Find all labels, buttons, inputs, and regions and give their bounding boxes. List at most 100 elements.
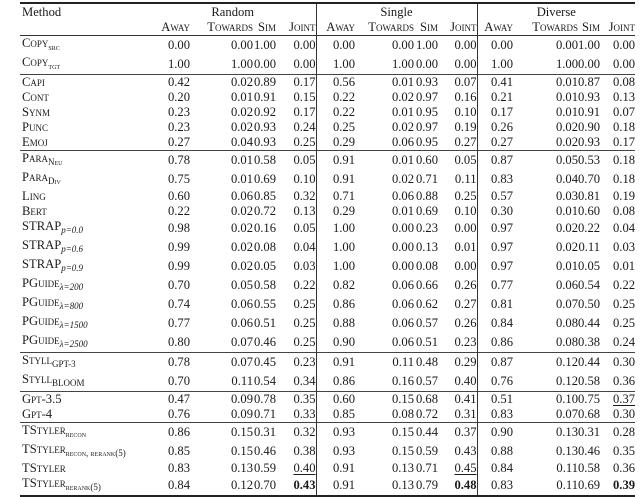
value-cell: 1.00 (555, 57, 578, 71)
table-cell: 0.50 (578, 295, 600, 314)
value-cell: 0.01 (555, 90, 578, 104)
value-cell: 0.86 (332, 297, 355, 311)
value-cell: 0.51 (490, 392, 513, 406)
table-cell: 0.13 (276, 204, 317, 219)
value-cell: 0.95 (415, 105, 438, 119)
value-cell: 0.06 (391, 297, 414, 311)
table-row: Copysrc 0.00 0.00 1.00 0.00 0.00 0.00 1.00 0.00 0… (20, 35, 635, 56)
value-cell: 0.40 (454, 374, 477, 388)
table-cell: 1.00 (150, 55, 190, 75)
value-cell: 0.00 (253, 57, 276, 71)
method-base: Punc (22, 120, 49, 134)
value-cell: 0.00 (415, 57, 438, 71)
value-cell: 0.01 (555, 105, 578, 119)
table-cell: 0.36 (600, 372, 635, 392)
value-cell: 0.70 (253, 478, 276, 492)
value-cell: 0.60 (167, 189, 190, 203)
table-row: Cont 0.20 0.01 0.91 0.15 0.22 0.02 0.97 0.16 0.21… (20, 90, 635, 105)
table-cell: 1.00 (253, 36, 276, 56)
value-cell: 0.03 (555, 189, 578, 203)
method-header-spacer (20, 20, 150, 36)
table-cell: 1.00 (513, 55, 578, 75)
value-cell: 0.48 (454, 478, 477, 492)
value-cell: 0.00 (490, 38, 513, 52)
value-cell: 0.84 (490, 316, 513, 330)
group-header-diverse: Diverse (477, 2, 636, 20)
value-cell: 0.35 (293, 392, 316, 406)
value-cell: 0.08 (415, 259, 438, 273)
table-cell: 0.12 (190, 476, 253, 497)
table-cell: 0.83 (477, 407, 513, 423)
table-cell: 0.25 (276, 314, 317, 333)
table-cell: 0.02 (190, 219, 253, 238)
table-cell: 0.00 (355, 257, 414, 276)
value-cell: 0.41 (490, 75, 513, 89)
value-cell: 1.00 (391, 57, 414, 71)
table-cell: 0.83 (477, 170, 513, 189)
value-cell: 0.07 (555, 407, 578, 421)
value-cell: 0.13 (293, 204, 316, 218)
method-name: STRAPp=0.6 (20, 238, 150, 257)
value-cell: 0.91 (332, 172, 355, 186)
value-cell: 0.05 (555, 153, 578, 167)
table-cell: 0.41 (438, 391, 478, 407)
table-row: Gpt-4 0.76 0.09 0.71 0.33 0.85 0.08 0.72 0.31 0.8… (20, 407, 635, 423)
method-base: Para (22, 151, 49, 165)
table-cell: 0.19 (438, 120, 478, 135)
method-base: PGuide (22, 295, 60, 309)
value-cell: 0.59 (415, 444, 438, 458)
table-cell: 0.70 (253, 476, 276, 497)
table-cell: 0.78 (253, 391, 276, 407)
table-cell: 0.06 (190, 189, 253, 204)
value-cell: 0.27 (167, 135, 190, 149)
method-subscript: src (48, 42, 60, 52)
group-header-random: Random (150, 2, 317, 20)
value-cell: 1.00 (415, 38, 438, 52)
table-cell: 0.03 (513, 189, 578, 204)
value-cell: 0.06 (391, 316, 414, 330)
table-cell: 0.45 (438, 461, 478, 476)
method-name: StyllBLOOM (20, 372, 150, 392)
value-cell: 0.01 (230, 172, 253, 186)
value-cell: 0.00 (391, 240, 414, 254)
table-cell: 0.01 (513, 74, 578, 90)
method-name: STRAPp=0.0 (20, 219, 150, 238)
table-cell: 0.27 (150, 135, 190, 151)
method-name: PGuideλ=2500 (20, 333, 150, 353)
table-cell: 0.08 (355, 407, 414, 423)
table-cell: 0.37 (438, 422, 478, 442)
table-cell: 0.31 (253, 422, 276, 442)
table-cell: 1.00 (316, 257, 355, 276)
metric-header-single-towards: Towards (355, 20, 414, 36)
value-cell: 0.02 (555, 221, 578, 235)
table-row: StyllBLOOM 0.70 0.11 0.54 0.34 0.86 0.16 0.57 0.… (20, 372, 635, 392)
table-cell: 0.13 (513, 442, 578, 461)
method-subscript: rerank(5) (65, 482, 101, 492)
value-cell: 0.22 (167, 204, 190, 218)
table-cell: 0.27 (438, 295, 478, 314)
value-cell: 0.02 (555, 135, 578, 149)
table-row: Gpt-3.5 0.47 0.09 0.78 0.35 0.60 0.15 0.68 0.41 0… (20, 391, 636, 407)
table-cell: 0.00 (414, 55, 438, 75)
table-row: PGuideλ=2500 0.80 0.07 0.46 0.25 0.90 0.06 0.51… (20, 333, 635, 353)
value-cell: 0.22 (578, 221, 601, 235)
method-name: Copysrc (20, 36, 150, 56)
table-cell: 0.46 (578, 442, 600, 461)
value-cell: 0.55 (253, 297, 276, 311)
value-cell: 0.43 (454, 444, 477, 458)
metric-header-random-away: Away (150, 20, 190, 36)
table-cell: 0.85 (253, 189, 276, 204)
table-row: STRAPp=0.6 0.99 0.02 0.08 0.04 1.00 0.00 0.13 0.… (20, 238, 635, 257)
table-row: Capi 0.42 0.02 0.89 0.17 0.56 0.01 0.93 0.07 0.41… (20, 74, 636, 90)
value-cell: 0.26 (490, 120, 513, 134)
table-cell: 0.01 (438, 238, 478, 257)
table-cell: 0.06 (355, 276, 414, 295)
table-row: TStylerrecon 0.86 0.15 0.31 0.32 0.93 0.15 0.44… (20, 422, 636, 442)
table-cell: 0.00 (578, 55, 600, 75)
value-cell: 0.90 (490, 425, 513, 439)
value-cell: 0.46 (253, 444, 276, 458)
method-subscript: Div (48, 176, 61, 186)
value-cell: 0.18 (613, 153, 636, 167)
value-cell: 1.00 (490, 57, 513, 71)
table-cell: 0.05 (276, 219, 317, 238)
